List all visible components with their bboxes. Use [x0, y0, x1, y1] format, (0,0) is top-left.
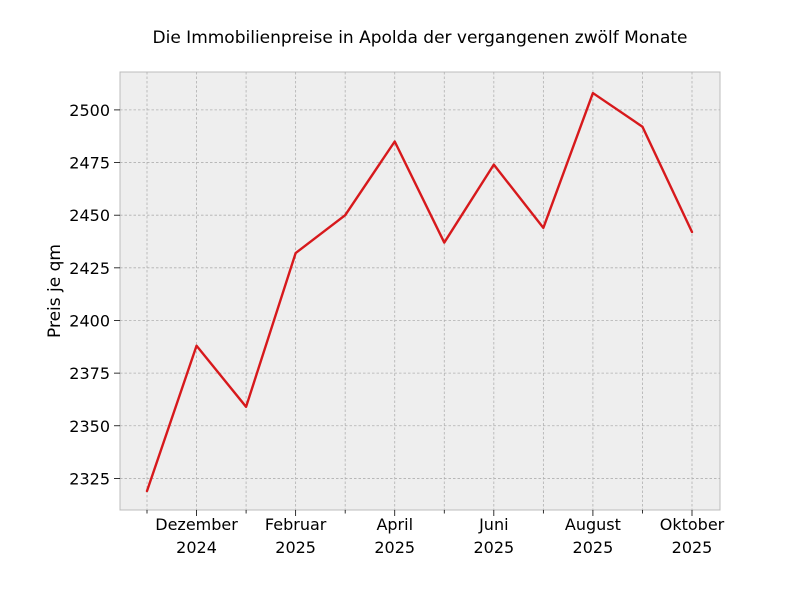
y-tick-label: 2350	[69, 417, 110, 436]
y-tick-label: 2500	[69, 101, 110, 120]
series-line	[145, 91, 694, 493]
x-tick-label: Juni 2025	[473, 515, 514, 557]
y-tick-label: 2400	[69, 311, 110, 330]
x-tick-label: April 2025	[374, 515, 415, 557]
x-tick-label: Dezember 2024	[155, 515, 238, 557]
y-tick-labels: 2325 2350 2375 2400 2425 2450 2475 2500	[69, 101, 110, 489]
y-tick-label: 2425	[69, 259, 110, 278]
y-grid	[120, 109, 720, 479]
y-tick-label: 2475	[69, 154, 110, 173]
x-tick-label: Oktober 2025	[660, 515, 725, 557]
y-tick-label: 2375	[69, 364, 110, 383]
x-tick-label: Februar 2025	[265, 515, 327, 557]
y-tick-label: 2325	[69, 469, 110, 488]
y-tick-label: 2450	[69, 206, 110, 225]
chart-title: Die Immobilienpreise in Apolda der verga…	[153, 28, 688, 48]
x-tick-labels: Dezember 2024 Februar 2025 April 2025 Juni 2025…	[155, 515, 724, 557]
x-tick-label: August 2025	[565, 515, 621, 557]
axis-ticks	[114, 109, 693, 516]
x-grid	[146, 72, 693, 510]
y-axis-label: Preis je qm	[45, 244, 65, 338]
plot-area	[119, 71, 721, 511]
series-group	[145, 91, 694, 493]
